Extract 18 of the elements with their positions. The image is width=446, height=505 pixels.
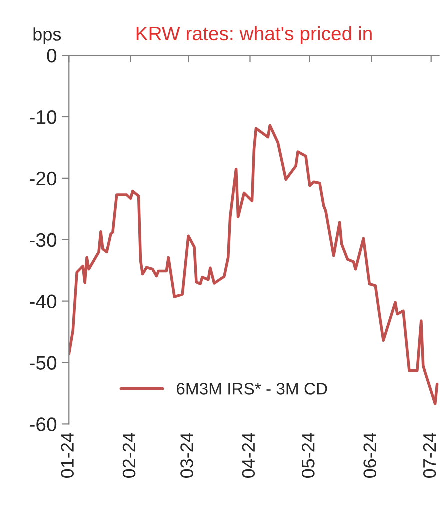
y-tick-label: -20 bbox=[30, 172, 57, 186]
line-series bbox=[69, 124, 439, 406]
x-tick-label: 02-24 bbox=[122, 433, 136, 478]
x-tick-label: 05-24 bbox=[302, 433, 315, 478]
y-tick-label: -60 bbox=[30, 418, 57, 432]
x-tick-label: 03-24 bbox=[180, 433, 194, 478]
y-tick-label: -40 bbox=[30, 294, 57, 309]
y-tick-label: 0 bbox=[47, 49, 57, 63]
x-tick-label: 06-24 bbox=[364, 433, 376, 478]
y-tick-label: -30 bbox=[30, 233, 57, 248]
x-tick-label: 04-24 bbox=[242, 433, 256, 478]
x-tick-label: 01-24 bbox=[61, 433, 74, 478]
legend-label: 6M3M IRS* - 3M CD bbox=[177, 383, 328, 395]
y-tick-label: -10 bbox=[30, 110, 57, 124]
y-axis-title: bps bbox=[34, 28, 62, 44]
x-tick-label: 07-24 bbox=[423, 433, 436, 478]
y-tick-label: -50 bbox=[30, 356, 57, 370]
chart-title: KRW rates: what's priced in bbox=[136, 26, 372, 44]
